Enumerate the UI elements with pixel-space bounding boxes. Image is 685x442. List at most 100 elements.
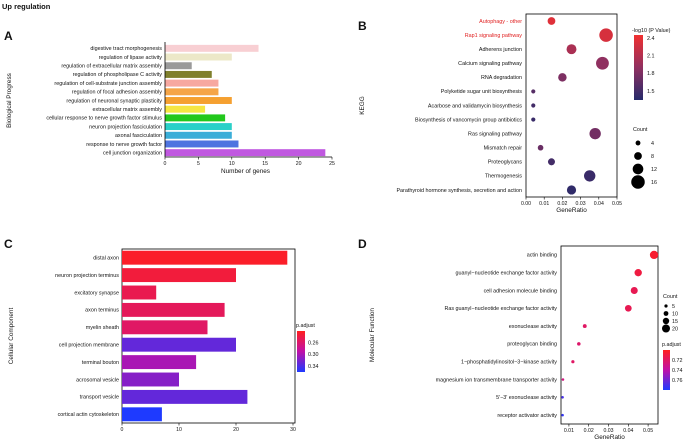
size-legend-label-b: 16 [651, 180, 657, 186]
bar-c-3 [122, 302, 225, 317]
bar-a-3 [165, 70, 212, 78]
category-label-a: axonal fasciculation [115, 133, 162, 139]
color-legend-label-b: 1.8 [647, 71, 655, 77]
category-label-c: myelin sheath [86, 325, 119, 331]
category-label-a: digestive tract morphogenesis [90, 46, 162, 52]
point-d-7 [561, 378, 565, 381]
category-label-b: Parathyroid hormone synthesis, secretion… [396, 188, 522, 194]
x-tick-label-c: 30 [290, 427, 296, 433]
size-legend-label-d: 10 [672, 311, 678, 317]
category-label-b: Biosynthesis of vancomycin group antibio… [415, 117, 522, 123]
category-label-b: Adherens junction [479, 47, 522, 53]
category-label-b: Proteoglycans [488, 160, 522, 166]
category-label-a: regulation of focal adhesion assembly [72, 90, 163, 96]
panel-label-a: A [4, 29, 13, 43]
point-b-3 [596, 56, 609, 70]
point-b-12 [566, 185, 577, 195]
point-b-5 [531, 89, 536, 94]
point-b-6 [531, 103, 536, 108]
size-legend-label-b: 8 [651, 154, 654, 160]
category-label-d: magnesium ion transmembrane transporter … [436, 377, 558, 383]
category-label-b: Rap1 signaling pathway [465, 33, 523, 39]
category-label-a: regulation of extracellular matrix assem… [61, 64, 162, 70]
bar-a-2 [165, 62, 192, 70]
x-tick-label-a: 25 [329, 161, 335, 167]
x-tick-label-a: 10 [229, 161, 235, 167]
point-d-3 [624, 304, 632, 312]
bar-c-6 [122, 355, 197, 370]
category-label-a: regulation of cell-substrate junction as… [54, 81, 162, 87]
bar-a-8 [165, 114, 226, 122]
panel-b-kegg-dot-plot: Autophagy - other Rap1 signaling pathway A… [359, 13, 671, 214]
category-label-c: acrosomal vesicle [76, 377, 119, 383]
color-legend-label-b: 1.5 [647, 89, 655, 95]
category-label-d: 5′−3′ exonuclease activity [496, 395, 557, 401]
category-label-c: excitatory synapse [74, 290, 119, 296]
point-d-8 [561, 396, 564, 399]
category-label-a: cellular response to nerve growth factor… [46, 116, 162, 122]
x-tick-label-b: 0.02 [557, 201, 567, 207]
x-axis-title-a: Number of genes [221, 168, 270, 175]
category-label-b: Calcium signaling pathway [458, 61, 522, 67]
y-axis-title-d: Molecular Function [369, 308, 376, 362]
color-legend-bar-b [634, 35, 643, 100]
category-label-c: cell projection membrane [59, 343, 119, 349]
panel-label-d: D [358, 237, 367, 251]
x-tick-label-d: 0.03 [603, 428, 613, 434]
point-d-9 [561, 413, 564, 417]
color-legend-label-c: 0.26 [308, 341, 319, 347]
y-axis-title-a: Biological Progress [6, 73, 13, 128]
color-legend-label-d: 0.74 [672, 368, 683, 374]
size-legend-dot-b [634, 152, 642, 160]
x-tick-label-b: 0.05 [612, 201, 622, 207]
point-d-4 [582, 324, 587, 329]
x-tick-label-b: 0.03 [576, 201, 586, 207]
bar-c-2 [122, 285, 157, 300]
bar-c-9 [122, 407, 162, 422]
category-label-b: Polyketide sugar unit biosynthesis [441, 89, 523, 95]
color-legend-title-d: p.adjust [662, 342, 681, 348]
color-legend-label-c: 0.34 [308, 364, 319, 370]
color-legend-bar-c [297, 331, 305, 372]
panel-c-bar-chart: distal axon neuron projection terminus exc… [8, 248, 319, 433]
category-label-c: cortical actin cytoskeleton [58, 412, 119, 418]
panel-label-c: C [4, 237, 13, 251]
bar-c-1 [122, 268, 236, 283]
x-tick-label-a: 5 [197, 161, 200, 167]
x-tick-label-d: 0.01 [564, 428, 574, 434]
plot-frame-b [525, 13, 618, 198]
size-legend-title-d: Count [663, 294, 678, 300]
point-d-6 [571, 360, 575, 364]
x-tick-label-d: 0.05 [643, 428, 653, 434]
category-label-b: Mismatch repair [484, 146, 523, 152]
category-label-d: Ras guanyl−nucleotide exchange factor ac… [444, 306, 557, 312]
category-label-d: receptor activator activity [497, 413, 557, 419]
size-legend-label-b: 4 [651, 141, 654, 147]
bar-a-0 [165, 44, 259, 52]
bar-c-4 [122, 320, 208, 335]
bar-c-0 [122, 250, 288, 265]
point-b-11 [584, 170, 596, 182]
color-legend-label-d: 0.76 [672, 378, 683, 384]
category-label-c: axon terminus [85, 308, 119, 314]
size-legend-dot-b [631, 175, 645, 189]
color-legend-label-c: 0.30 [308, 352, 319, 358]
x-tick-label-a: 15 [262, 161, 268, 167]
point-b-1 [599, 28, 613, 42]
category-label-d: proteoglycan binding [507, 342, 557, 348]
x-tick-label-c: 0 [121, 427, 124, 433]
size-legend-dot-d [662, 324, 670, 333]
category-label-c: terminal bouton [82, 360, 119, 366]
point-b-2 [566, 44, 577, 55]
category-label-b: RNA degradation [481, 75, 522, 81]
category-label-c: distal axon [93, 256, 119, 262]
category-label-d: cell adhesion molecule binding [484, 288, 557, 294]
x-tick-label-a: 20 [296, 161, 302, 167]
panel-label-b: B [358, 19, 367, 33]
x-tick-label-b: 0.04 [594, 201, 604, 207]
x-tick-label-a: 0 [164, 161, 167, 167]
bar-c-8 [122, 389, 248, 404]
figure-title: Up regulation [2, 2, 51, 11]
point-b-8 [589, 127, 601, 140]
category-label-d: actin binding [527, 253, 557, 259]
